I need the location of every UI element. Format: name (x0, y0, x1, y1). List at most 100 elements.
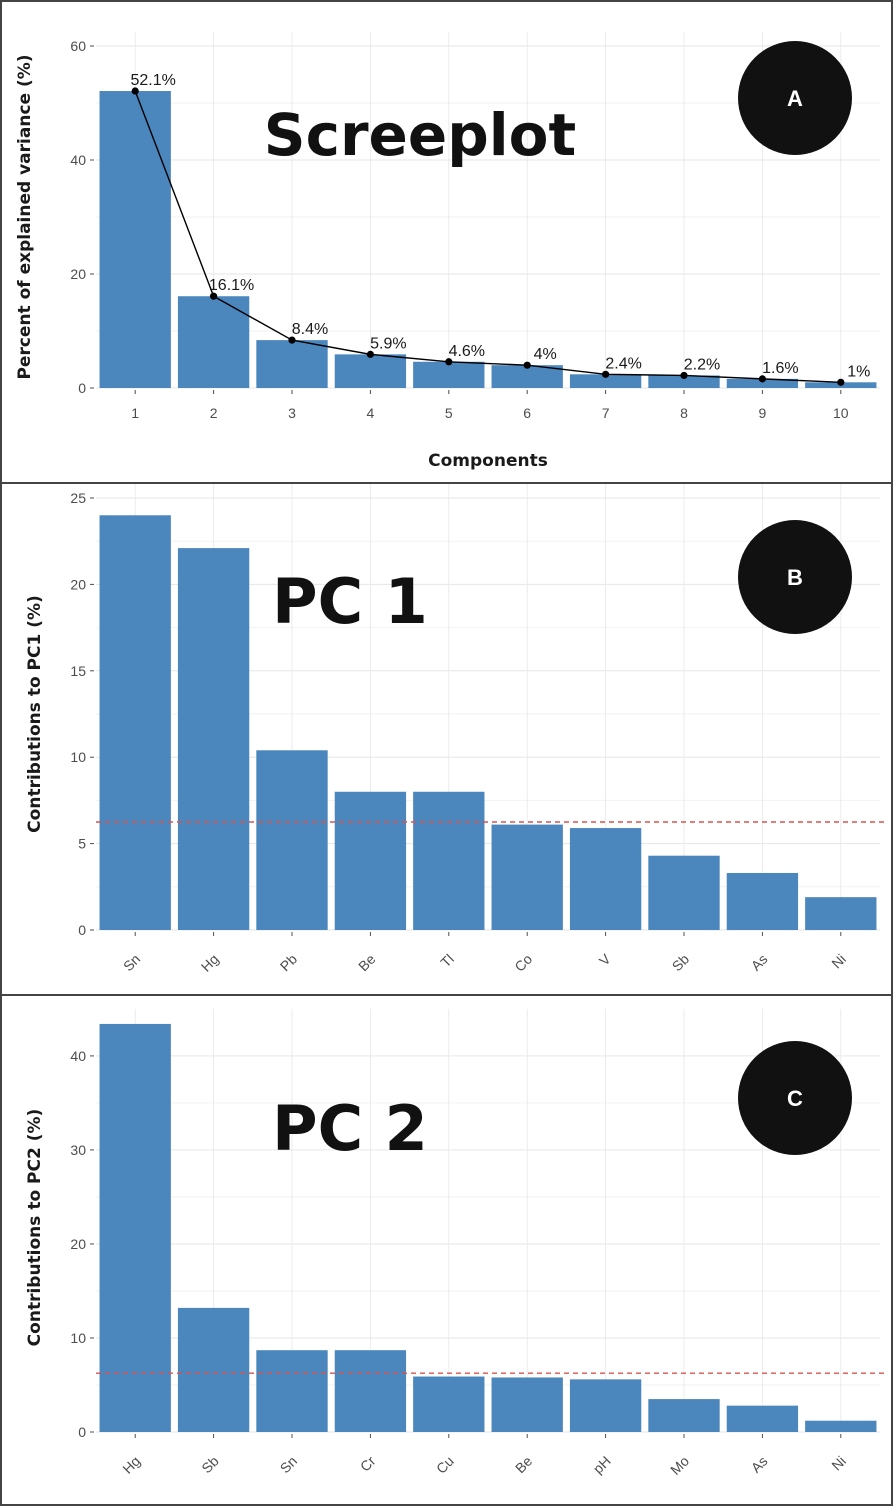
y-tick-label: 40 (70, 1048, 86, 1064)
variance-point (523, 361, 531, 369)
data-label: 1.6% (762, 360, 798, 377)
bar-7 (569, 374, 642, 388)
panel-badge (738, 520, 852, 634)
panel-badge-label: C (787, 1086, 803, 1111)
data-label: 2.4% (605, 355, 641, 372)
x-tick-label: 5 (445, 405, 453, 421)
panel-badge-label: A (787, 86, 803, 111)
y-tick-label: 20 (70, 266, 86, 282)
x-tick-label: 9 (759, 405, 767, 421)
y-tick-label: 10 (70, 1330, 86, 1346)
data-label: 8.4% (292, 321, 328, 338)
bar-3 (256, 340, 328, 388)
bar-Co (491, 824, 563, 930)
y-tick-label: 0 (78, 922, 86, 938)
bar-Ni (805, 897, 877, 930)
variance-point (602, 370, 610, 378)
bar-Cr (334, 1350, 407, 1432)
x-tick-label: 7 (602, 405, 610, 421)
bar-Tl (413, 791, 485, 930)
y-tick-label: 0 (78, 380, 86, 396)
y-tick-label: 30 (70, 1142, 86, 1158)
bar-Pb (256, 750, 328, 930)
y-axis-label: Percent of explained variance (%) (15, 54, 35, 379)
y-axis-ticks: 0 5 10 15 20 25 (70, 490, 94, 938)
panel-title: Screeplot (264, 101, 576, 169)
x-tick-label: 2 (210, 405, 218, 421)
bar-1 (99, 91, 171, 388)
y-axis-label: Contributions to PC1 (%) (25, 595, 45, 833)
bar-2 (177, 296, 250, 388)
y-tick-label: 0 (78, 1424, 86, 1440)
variance-point (131, 87, 139, 95)
y-tick-label: 40 (70, 152, 86, 168)
y-tick-label: 20 (70, 576, 86, 592)
chart-panel-a: 0 20 40 60 1 2 3 4 5 6 7 8 9 10 52.1% 16.1% 8.4% 5.9% 4.6%… (15, 32, 880, 471)
bar-9 (726, 378, 799, 388)
bar-6 (491, 365, 563, 388)
bar-As (726, 1405, 799, 1432)
x-tick-label: 1 (131, 405, 139, 421)
panel-badge-label: B (787, 565, 803, 590)
x-tick-label: 6 (523, 405, 531, 421)
data-label: 4% (534, 346, 557, 363)
y-tick-label: 25 (70, 490, 86, 506)
variance-point (837, 378, 845, 386)
bar-pH (569, 1379, 642, 1432)
bars (99, 1023, 877, 1432)
bar-Sb (177, 1307, 250, 1432)
bar-Be (491, 1377, 563, 1432)
y-tick-label: 10 (70, 749, 86, 765)
bar-Hg (99, 1023, 171, 1432)
data-label: 52.1% (131, 72, 176, 89)
bar-4 (334, 354, 407, 388)
panel-title: PC 1 (272, 565, 428, 638)
variance-point (445, 358, 453, 366)
panel-title: PC 2 (272, 1092, 428, 1165)
variance-point (288, 336, 296, 344)
y-tick-label: 60 (70, 38, 86, 54)
x-tick-label: 10 (833, 405, 849, 421)
x-axis-label: Components (428, 451, 548, 471)
y-tick-label: 20 (70, 1236, 86, 1252)
bar-Hg (177, 548, 250, 930)
y-tick-label: 5 (78, 836, 86, 852)
panels: 0 20 40 60 1 2 3 4 5 6 7 8 9 10 52.1% 16.1% 8.4% 5.9% 4.6%… (15, 32, 888, 1478)
x-tick-label: 3 (288, 405, 296, 421)
x-tick-label: 4 (367, 405, 375, 421)
data-label: 2.2% (684, 356, 720, 373)
bar-Ni (805, 1420, 877, 1432)
variance-point (210, 292, 218, 300)
y-axis-ticks: 0 10 20 30 40 (70, 1048, 94, 1440)
data-label: 16.1% (209, 277, 254, 294)
data-labels: 52.1% 16.1% 8.4% 5.9% 4.6% 4% 2.4% 2.2% 1.6% 1% (131, 72, 871, 380)
variance-point (366, 350, 374, 358)
bar-Mo (648, 1399, 720, 1432)
variance-point (758, 375, 767, 383)
x-axis-ticks: 1 2 3 4 5 6 7 8 9 10 (131, 390, 849, 421)
bar-Cu (413, 1376, 485, 1432)
variance-point (680, 371, 688, 380)
bar-As (726, 872, 799, 930)
variance-points (131, 87, 845, 386)
y-axis-label: Contributions to PC2 (%) (25, 1109, 45, 1347)
bar-Sn (99, 515, 171, 930)
bar-8 (648, 375, 720, 388)
panel-badge (738, 41, 852, 155)
variance-line (134, 90, 841, 383)
bar-Be (334, 791, 407, 930)
bar-V (569, 828, 642, 930)
data-label: 1% (847, 363, 870, 380)
bar-Sb (648, 855, 720, 930)
bars (99, 91, 877, 388)
bars (99, 515, 877, 930)
bar-5 (413, 361, 485, 388)
bar-Sn (256, 1350, 328, 1432)
y-tick-label: 15 (70, 663, 86, 679)
y-axis-ticks: 0 20 40 60 (70, 38, 94, 396)
x-tick-label: 8 (680, 405, 688, 421)
